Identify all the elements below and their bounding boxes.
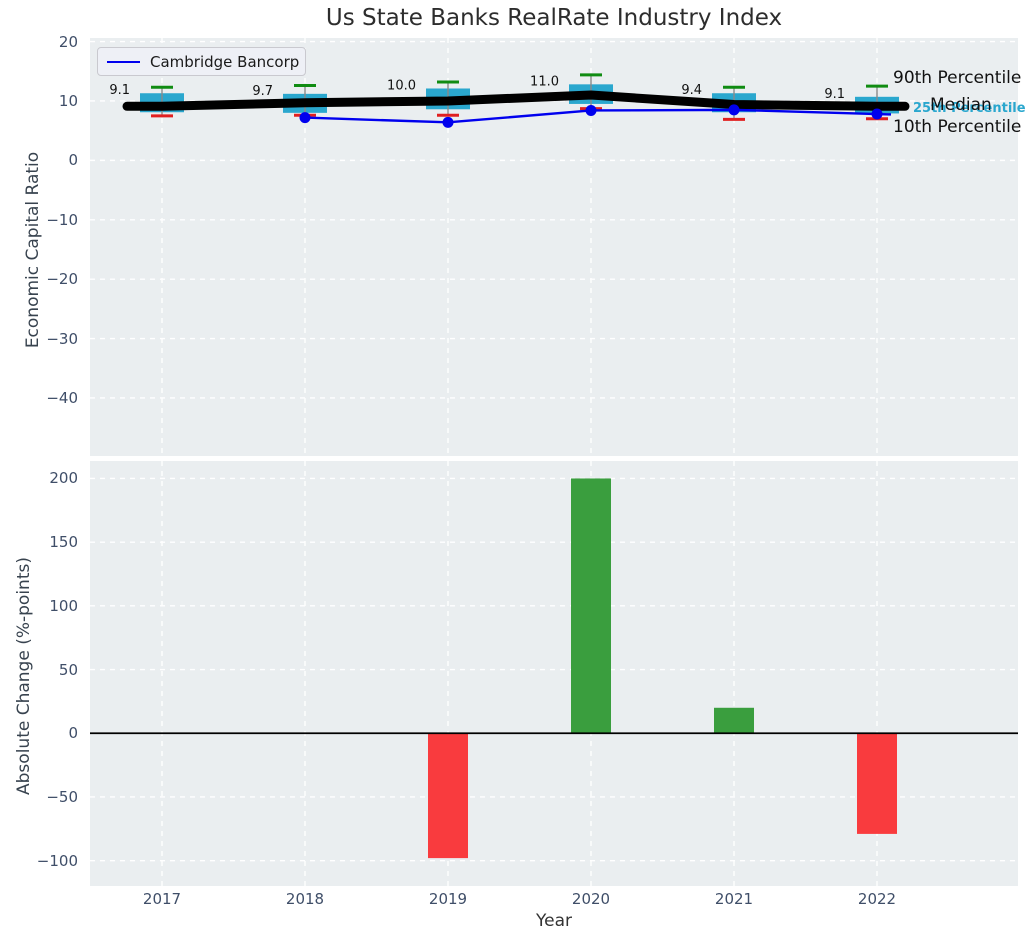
bottom-y-tick-0: 0 — [68, 724, 78, 743]
top-plot-area: 9.1 9.7 10.0 11.0 9.4 9.1 Cambridge Bancorp — [90, 38, 1018, 456]
cambridge-bancorp-point-2020 — [585, 104, 597, 116]
cambridge-bancorp-point-2021 — [728, 104, 740, 116]
top-y-tick--10: −10 — [46, 210, 78, 229]
x-tick-2021: 2021 — [714, 890, 754, 908]
x-tick-2017: 2017 — [142, 890, 182, 908]
median-value-label-2022: 9.1 — [824, 87, 845, 102]
median-value-label-2020: 11.0 — [530, 74, 559, 89]
bottom-y-tick-100: 100 — [49, 596, 78, 615]
legend: Cambridge Bancorp — [97, 47, 306, 76]
annotation-median: Median — [930, 95, 992, 115]
boxplot-canvas: 9.1 9.7 10.0 11.0 9.4 9.1 — [90, 38, 1018, 456]
bottom-y-tick--100: −100 — [36, 851, 78, 870]
bar-2020 — [571, 478, 611, 734]
top-y-tick--30: −30 — [46, 329, 78, 348]
bar-canvas — [90, 461, 1018, 886]
median-value-label-2017: 9.1 — [109, 83, 130, 98]
top-y-tick-0: 0 — [68, 151, 78, 170]
legend-label: Cambridge Bancorp — [150, 52, 300, 71]
bar-2022 — [857, 733, 897, 834]
median-value-label-2018: 9.7 — [252, 84, 273, 99]
legend-line-sample — [107, 60, 140, 63]
bar-2019 — [428, 733, 468, 859]
median-value-label-2021: 9.4 — [681, 83, 702, 98]
top-y-tick-10: 10 — [58, 91, 78, 110]
chart-title: Us State Banks RealRate Industry Index — [325, 5, 783, 31]
bar-2021 — [714, 707, 754, 734]
x-tick-2020: 2020 — [571, 890, 611, 908]
bottom-y-tick-50: 50 — [58, 660, 78, 679]
cambridge-bancorp-point-2022 — [871, 108, 883, 120]
annotation-90th-percentile: 90th Percentile — [893, 68, 1022, 88]
top-y-tick--20: −20 — [46, 270, 78, 289]
median-value-label-2019: 10.0 — [387, 78, 416, 93]
cambridge-bancorp-point-2019 — [442, 116, 454, 128]
annotation-25th-percentile: 25th Percentile — [913, 101, 1026, 116]
top-y-tick-20: 20 — [58, 32, 78, 51]
x-tick-2019: 2019 — [428, 890, 468, 908]
cambridge-bancorp-line — [304, 108, 892, 124]
x-tick-2022: 2022 — [857, 890, 897, 908]
x-tick-2018: 2018 — [285, 890, 325, 908]
bottom-plot-area — [90, 461, 1018, 886]
x-axis-label: Year — [536, 911, 572, 931]
cambridge-bancorp-point-2018 — [299, 112, 311, 124]
top-y-axis-label: Economic Capital Ratio — [23, 151, 43, 349]
bottom-y-tick--50: −50 — [46, 787, 78, 806]
industry-median-line — [122, 90, 910, 111]
annotation-10th-percentile: 10th Percentile — [893, 117, 1022, 137]
bottom-y-tick-200: 200 — [49, 469, 78, 488]
bottom-y-tick-150: 150 — [49, 533, 78, 552]
top-y-tick--40: −40 — [46, 388, 78, 407]
